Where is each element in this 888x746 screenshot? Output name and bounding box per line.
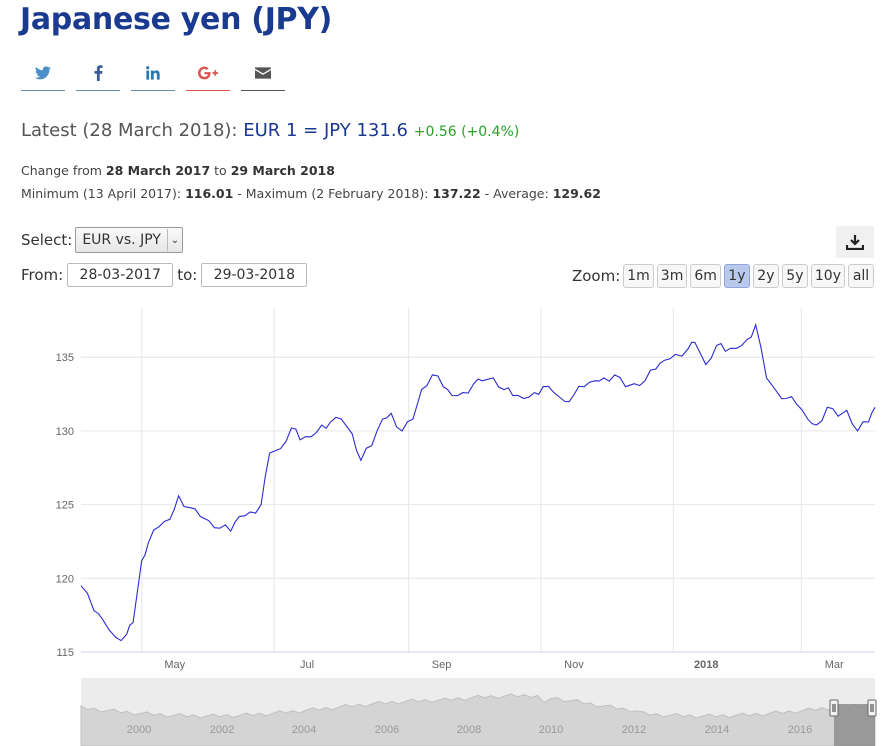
y-tick-label: 115 — [56, 647, 74, 659]
zoom-controls: Zoom: 1m 3m 6m 1y 2y 5y 10y all — [572, 264, 874, 288]
email-share-button[interactable] — [241, 56, 285, 91]
page-title: Japanese yen (JPY) — [20, 2, 333, 37]
to-label: to: — [177, 266, 198, 284]
navigator-year-label: 2010 — [539, 724, 563, 736]
navigator-year-label: 2012 — [622, 724, 646, 736]
y-tick-label: 125 — [56, 500, 74, 512]
linkedin-share-button[interactable] — [131, 56, 175, 91]
zoom-2y-button[interactable]: 2y — [752, 264, 779, 288]
change-from: 28 March 2017 — [105, 163, 211, 178]
select-label: Select: — [21, 231, 73, 249]
x-tick-label: Sep — [432, 659, 452, 671]
zoom-all-button[interactable]: all — [848, 264, 874, 288]
latest-rate: Latest (28 March 2018): EUR 1 = JPY 131.… — [21, 120, 519, 141]
zoom-3m-button[interactable]: 3m — [656, 264, 688, 288]
envelope-icon — [255, 67, 271, 79]
x-tick-label: Jul — [300, 659, 314, 671]
change-range-info: Change from 28 March 2017 to 29 March 20… — [21, 163, 335, 178]
y-tick-label: 130 — [56, 426, 74, 438]
facebook-icon — [94, 65, 102, 81]
max-label: - Maximum (2 February 2018): — [237, 186, 429, 201]
zoom-1y-button[interactable]: 1y — [723, 264, 750, 288]
x-tick-label: Nov — [564, 659, 584, 671]
twitter-share-button[interactable] — [21, 56, 65, 91]
series-line — [80, 322, 876, 642]
exchange-rate-chart[interactable]: 115 120 125 130 135 May Jul Sep Nov 2018 Mar — [0, 300, 888, 678]
chevron-down-icon: ⌄ — [166, 229, 182, 251]
min-label: Minimum (13 April 2017): — [21, 186, 182, 201]
linkedin-icon — [146, 66, 160, 80]
download-button[interactable] — [836, 226, 874, 258]
zoom-1m-button[interactable]: 1m — [623, 264, 654, 288]
change-to: 29 March 2018 — [230, 163, 335, 178]
navigator-year-label: 2004 — [292, 724, 316, 736]
navigator-year-label: 2006 — [375, 724, 399, 736]
zoom-10y-button[interactable]: 10y — [810, 264, 845, 288]
navigator-year-label: 2000 — [127, 724, 151, 736]
navigator-left-handle[interactable] — [829, 699, 839, 717]
zoom-5y-button[interactable]: 5y — [781, 264, 808, 288]
change-label: Change from — [21, 163, 102, 178]
avg-label: - Average: — [484, 186, 549, 201]
facebook-share-button[interactable] — [76, 56, 120, 91]
zoom-button-group: 1m 3m 6m 1y 2y 5y 10y all — [623, 264, 874, 288]
pair-select[interactable]: EUR vs. JPY ⌄ — [75, 227, 183, 253]
from-label: From: — [21, 266, 64, 284]
from-date-input[interactable] — [67, 263, 174, 287]
google-plus-share-button[interactable] — [186, 56, 230, 91]
zoom-6m-button[interactable]: 6m — [690, 264, 721, 288]
latest-pair: EUR 1 = JPY 131.6 — [243, 120, 408, 141]
to-date-input[interactable] — [201, 263, 308, 287]
avg-value: 129.62 — [552, 186, 601, 201]
share-bar — [21, 56, 285, 91]
download-icon — [846, 235, 864, 250]
stats-info: Minimum (13 April 2017): 116.01 - Maximu… — [21, 186, 601, 201]
zoom-label: Zoom: — [571, 267, 621, 285]
pair-select-row: Select: EUR vs. JPY ⌄ — [21, 227, 183, 253]
navigator-year-label: 2002 — [210, 724, 234, 736]
pair-select-value: EUR vs. JPY — [82, 232, 161, 248]
latest-change: +0.56 (+0.4%) — [413, 124, 520, 140]
navigator-year-label: 2016 — [788, 724, 812, 736]
max-value: 137.22 — [432, 186, 481, 201]
navigator-year-label: 2014 — [705, 724, 729, 736]
date-range-row: From: to: — [21, 263, 308, 287]
x-tick-label: May — [164, 659, 185, 671]
navigator-series-area — [80, 693, 876, 746]
y-tick-label: 135 — [56, 352, 74, 364]
x-tick-label: Mar — [825, 659, 844, 671]
chart-navigator[interactable]: 2000 2002 2004 2006 2008 2010 2012 2014 2016 — [0, 678, 888, 746]
min-value: 116.01 — [185, 186, 234, 201]
latest-prefix: Latest (28 March 2018): — [21, 120, 238, 141]
navigator-right-handle[interactable] — [867, 699, 877, 717]
change-to-label: to — [214, 163, 227, 178]
x-tick-label: 2018 — [694, 659, 718, 671]
twitter-icon — [35, 66, 51, 80]
y-tick-label: 120 — [56, 573, 74, 585]
google-plus-icon — [198, 66, 218, 80]
navigator-year-label: 2008 — [457, 724, 481, 736]
